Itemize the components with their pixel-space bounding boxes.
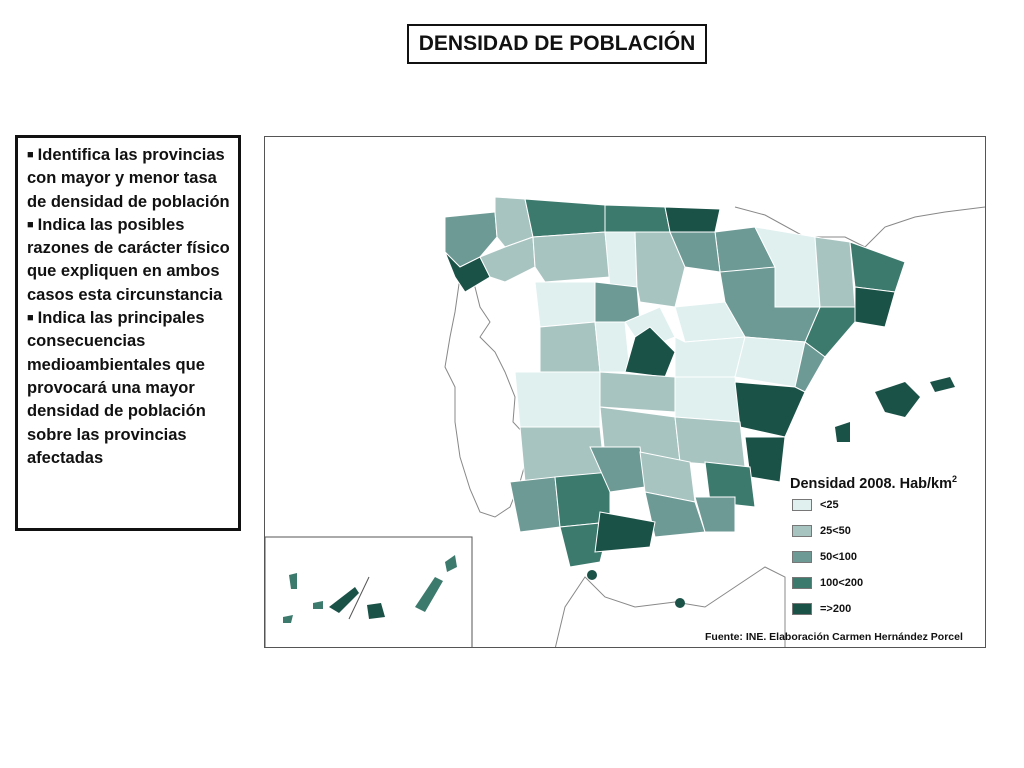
task-item: ■ Identifica las provincias con mayor y m… xyxy=(27,144,232,214)
province-albacete xyxy=(674,416,746,468)
province-zamora xyxy=(534,281,596,328)
page-title-text: DENSIDAD DE POBLACIÓN xyxy=(418,32,696,55)
island-gomera xyxy=(313,601,323,609)
legend-swatch xyxy=(792,576,812,589)
canary-inset-frame xyxy=(265,536,473,647)
island-mallorca xyxy=(875,382,920,417)
canary-islands xyxy=(283,555,457,623)
task-item: ■ Indica las principales consecuencias me… xyxy=(27,307,232,470)
province-valencia xyxy=(734,381,806,438)
melilla-marker xyxy=(675,598,685,608)
inset-divider-line xyxy=(348,576,370,620)
province-barcelona xyxy=(854,286,896,328)
ceuta-marker xyxy=(587,570,597,580)
legend-title: Densidad 2008. Hab/km2 xyxy=(790,474,958,492)
province-cuenca xyxy=(674,376,741,423)
province-asturias xyxy=(524,198,606,238)
province-lerida xyxy=(814,236,856,308)
province-guadalajara xyxy=(674,336,746,378)
task-list: ■ Identifica las provincias con mayor y m… xyxy=(15,135,241,531)
page-title: DENSIDAD DE POBLACIÓN xyxy=(407,24,707,64)
island-fuerteventura xyxy=(415,577,443,612)
island-tenerife xyxy=(329,587,359,613)
island-lanzarote xyxy=(445,555,457,572)
task-text: Indica las posibles razones de carácter … xyxy=(27,215,230,304)
legend-label: =>200 xyxy=(820,602,852,615)
province-cantabria xyxy=(604,204,671,233)
island-menorca xyxy=(930,377,955,392)
island-grancanaria xyxy=(367,603,385,619)
task-text: Indica las principales consecuencias med… xyxy=(27,309,206,467)
legend-item: 25<50 xyxy=(792,518,980,544)
legend-label: 50<100 xyxy=(820,550,858,563)
province-teruel xyxy=(734,336,806,388)
province-murcia xyxy=(704,461,756,508)
legend-item: 100<200 xyxy=(792,570,980,596)
province-leon xyxy=(532,231,611,283)
legend-item: =>200 xyxy=(792,596,980,622)
task-text: Identifica las provincias con mayor y me… xyxy=(27,146,230,211)
island-ibiza xyxy=(835,422,850,442)
province-huelva xyxy=(509,476,561,533)
province-alicante xyxy=(744,436,786,483)
province-avila xyxy=(594,321,631,373)
legend-label: 25<50 xyxy=(820,524,851,537)
legend-swatch xyxy=(792,550,812,563)
province-madrid xyxy=(624,326,676,378)
province-almeria xyxy=(694,496,736,533)
legend-swatch xyxy=(792,498,812,511)
provinces xyxy=(444,196,906,568)
province-toledo xyxy=(599,371,676,413)
task-item: ■ Indica las posibles razones de carácter… xyxy=(27,214,232,307)
province-salamanca xyxy=(539,321,601,373)
source-credit: Fuente: INE. Elaboración Carmen Hernánde… xyxy=(705,631,963,643)
square-bullet-icon: ■ xyxy=(27,149,34,161)
square-bullet-icon: ■ xyxy=(27,218,34,231)
legend-item: <25 xyxy=(792,492,980,518)
morocco-outline xyxy=(554,566,786,647)
province-vizcaya xyxy=(664,206,721,233)
province-valladolid xyxy=(594,281,641,323)
province-malaga xyxy=(594,511,656,553)
map-svg xyxy=(265,196,985,647)
density-map: Densidad 2008. Hab/km2 <25 25<50 50<100 … xyxy=(264,136,986,648)
legend-item: 50<100 xyxy=(792,544,980,570)
legend-swatch xyxy=(792,602,812,615)
island-hierro xyxy=(283,615,293,623)
square-bullet-icon: ■ xyxy=(27,312,34,325)
province-gerona xyxy=(849,241,906,293)
island-lapalma xyxy=(289,573,297,589)
legend-swatch xyxy=(792,524,812,537)
legend-label: 100<200 xyxy=(820,576,864,589)
province-caceres xyxy=(514,371,601,428)
map-legend: Densidad 2008. Hab/km2 <25 25<50 50<100 … xyxy=(790,474,980,622)
province-palencia xyxy=(604,231,638,288)
legend-label: <25 xyxy=(820,498,839,511)
